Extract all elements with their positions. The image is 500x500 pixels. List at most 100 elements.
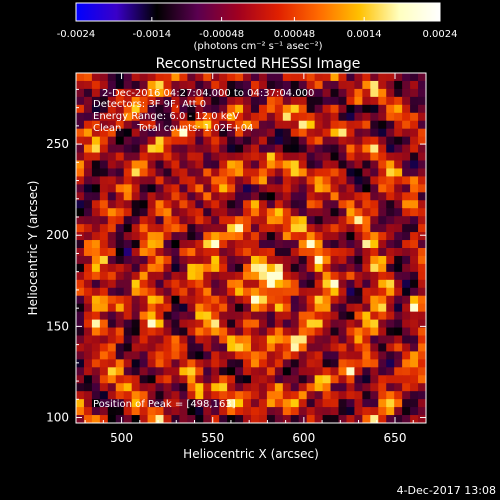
- heatmap-pixel: [322, 200, 332, 209]
- heatmap-pixel: [322, 248, 332, 257]
- heatmap-pixel: [362, 128, 371, 138]
- heatmap-pixel: [139, 192, 149, 201]
- heatmap-pixel: [163, 112, 173, 122]
- heatmap-pixel: [115, 415, 125, 423]
- heatmap-pixel: [243, 359, 252, 368]
- colorbar-tick-label: -0.0024: [57, 29, 96, 40]
- heatmap-pixel: [219, 383, 228, 392]
- heatmap-pixel: [370, 88, 379, 98]
- heatmap-pixel: [354, 104, 363, 114]
- heatmap-pixel: [290, 271, 300, 281]
- heatmap-pixel: [203, 263, 212, 273]
- heatmap-pixel: [115, 160, 125, 170]
- heatmap-pixel: [370, 367, 379, 376]
- heatmap-pixel: [274, 208, 284, 217]
- heatmap-pixel: [195, 216, 204, 225]
- heatmap-pixel: [115, 128, 125, 138]
- heatmap-pixel: [203, 311, 212, 321]
- heatmap-pixel: [274, 192, 284, 201]
- heatmap-pixel: [410, 407, 419, 416]
- heatmap-pixel: [123, 120, 133, 130]
- heatmap-pixel: [99, 96, 109, 106]
- heatmap-pixel: [338, 208, 348, 217]
- heatmap-pixel: [227, 383, 236, 392]
- heatmap-pixel: [99, 112, 109, 122]
- heatmap-pixel: [99, 232, 109, 241]
- heatmap-pixel: [314, 415, 324, 423]
- heatmap-pixel: [243, 96, 252, 106]
- heatmap-pixel: [394, 311, 403, 321]
- heatmap-pixel: [418, 367, 426, 376]
- heatmap-pixel: [99, 415, 109, 423]
- heatmap-pixel: [354, 407, 363, 416]
- heatmap-pixel: [107, 216, 117, 225]
- heatmap-pixel: [394, 112, 403, 122]
- heatmap-pixel: [243, 224, 252, 233]
- heatmap-pixel: [203, 96, 212, 106]
- heatmap-pixel: [83, 192, 93, 201]
- heatmap-pixel: [76, 351, 85, 360]
- heatmap-pixel: [314, 208, 324, 217]
- heatmap-pixel: [362, 240, 371, 249]
- heatmap-pixel: [91, 216, 101, 225]
- heatmap-pixel: [115, 216, 125, 225]
- heatmap-pixel: [195, 88, 204, 98]
- heatmap-pixel: [306, 351, 316, 360]
- heatmap-pixel: [195, 399, 204, 408]
- heatmap-pixel: [187, 184, 196, 193]
- heatmap-pixel: [330, 80, 340, 90]
- heatmap-pixel: [306, 335, 316, 345]
- heatmap-pixel: [131, 303, 141, 313]
- heatmap-pixel: [179, 104, 188, 114]
- heatmap-pixel: [139, 168, 149, 178]
- heatmap-pixel: [370, 73, 379, 82]
- heatmap-pixel: [91, 351, 101, 360]
- heatmap-pixel: [346, 104, 356, 114]
- heatmap-pixel: [258, 128, 268, 138]
- heatmap-pixel: [243, 200, 252, 209]
- heatmap-pixel: [227, 399, 236, 408]
- heatmap-pixel: [131, 240, 141, 249]
- heatmap-pixel: [354, 375, 363, 384]
- heatmap-pixel: [306, 343, 316, 353]
- heatmap-pixel: [219, 160, 228, 170]
- heatmap-pixel: [266, 160, 276, 170]
- heatmap-pixel: [99, 200, 109, 209]
- heatmap-pixel: [131, 248, 141, 257]
- heatmap-pixel: [227, 128, 236, 138]
- heatmap-pixel: [322, 279, 332, 289]
- heatmap-pixel: [314, 391, 324, 400]
- heatmap-pixel: [322, 407, 332, 416]
- heatmap-pixel: [187, 88, 196, 98]
- heatmap-pixel: [370, 232, 379, 241]
- heatmap-pixel: [219, 128, 228, 138]
- heatmap-pixel: [235, 112, 244, 122]
- heatmap-pixel: [330, 335, 340, 345]
- heatmap-pixel: [131, 263, 141, 273]
- heatmap-pixel: [131, 399, 141, 408]
- heatmap-pixel: [147, 295, 157, 305]
- heatmap-pixel: [123, 415, 133, 423]
- heatmap-pixel: [322, 271, 332, 281]
- heatmap-pixel: [227, 112, 236, 122]
- heatmap-pixel: [227, 351, 236, 360]
- heatmap-pixel: [378, 112, 387, 122]
- heatmap-pixel: [330, 144, 340, 154]
- heatmap-pixel: [243, 255, 252, 265]
- heatmap-pixel: [346, 375, 356, 384]
- heatmap-pixel: [378, 160, 387, 170]
- heatmap-pixel: [266, 128, 276, 138]
- heatmap-pixel: [346, 335, 356, 345]
- heatmap-pixel: [219, 295, 228, 305]
- heatmap-pixel: [131, 208, 141, 217]
- heatmap-pixel: [139, 128, 149, 138]
- heatmap-pixel: [266, 367, 276, 376]
- heatmap-pixel: [107, 192, 117, 201]
- heatmap-pixel: [251, 295, 260, 305]
- heatmap-pixel: [418, 248, 426, 257]
- heatmap-pixel: [298, 104, 308, 114]
- heatmap-pixel: [418, 144, 426, 154]
- heatmap-pixel: [251, 208, 260, 217]
- heatmap-pixel: [107, 367, 117, 376]
- heatmap-pixel: [243, 232, 252, 241]
